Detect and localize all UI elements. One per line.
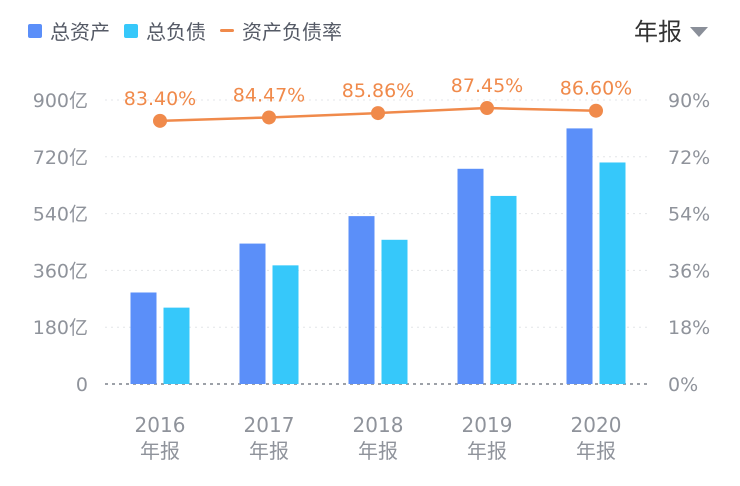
x-tick-label-year: 2016: [135, 413, 186, 437]
legend-label-total-assets: 总资产: [50, 20, 110, 44]
debt-ratio-point: [589, 103, 603, 118]
period-selector-label: 年报: [634, 18, 682, 46]
debt-ratio-data-label: 83.40%: [124, 88, 196, 110]
legend-label-debt-ratio: 资产负债率: [242, 20, 342, 44]
bar-total-liabilities: [490, 195, 517, 384]
total-assets-swatch: [28, 23, 42, 38]
x-tick-label-suffix: 年报: [467, 439, 507, 463]
y-right-tick-label: 72%: [668, 147, 710, 169]
bar-total-liabilities: [163, 307, 190, 384]
debt-ratio-data-label: 87.45%: [451, 75, 523, 97]
bar-total-liabilities: [272, 265, 299, 384]
y-left-tick-label: 180亿: [33, 317, 88, 339]
y-right-tick-label: 0%: [668, 374, 698, 396]
legend: 总资产 总负债 资产负债率: [28, 16, 342, 45]
y-right-tick-label: 36%: [668, 260, 710, 282]
debt-ratio-data-label: 86.60%: [560, 78, 632, 100]
y-left-tick-label: 540亿: [33, 204, 88, 226]
x-tick-label-suffix: 年报: [140, 439, 180, 463]
y-right-tick-label: 54%: [668, 204, 710, 226]
debt-ratio-point: [262, 110, 276, 125]
x-tick-label-year: 2017: [244, 413, 295, 437]
chevron-down-icon: [690, 26, 708, 37]
debt-ratio-point: [371, 106, 385, 121]
x-tick-label-suffix: 年报: [358, 439, 398, 463]
debt-ratio-point: [480, 101, 494, 116]
y-left-tick-label: 360亿: [33, 260, 88, 282]
x-tick-label-year: 2018: [353, 413, 404, 437]
y-left-tick-label: 0: [76, 374, 88, 396]
bar-total-liabilities: [599, 162, 626, 384]
x-tick-label-year: 2020: [571, 413, 622, 437]
period-selector[interactable]: 年报: [634, 12, 708, 47]
bar-total-assets: [457, 168, 484, 384]
legend-item-total-liabilities[interactable]: 总负债: [124, 16, 206, 45]
total-liabilities-swatch: [124, 23, 138, 38]
debt-ratio-data-label: 85.86%: [342, 80, 414, 102]
y-right-tick-label: 90%: [668, 90, 710, 112]
bar-total-assets: [130, 292, 157, 384]
legend-item-total-assets[interactable]: 总资产: [28, 16, 110, 45]
y-left-tick-label: 900亿: [33, 90, 88, 112]
y-right-tick-label: 18%: [668, 317, 710, 339]
x-tick-label-suffix: 年报: [249, 439, 289, 463]
debt-ratio-swatch: [220, 29, 234, 32]
y-left-tick-label: 720亿: [33, 147, 88, 169]
bar-total-assets: [348, 216, 375, 384]
legend-item-debt-ratio[interactable]: 资产负债率: [220, 16, 342, 45]
bar-total-assets: [239, 243, 266, 384]
debt-ratio-point: [153, 113, 167, 128]
x-tick-label-suffix: 年报: [576, 439, 616, 463]
bar-total-liabilities: [381, 239, 408, 384]
bar-total-assets: [566, 128, 593, 384]
x-tick-label-year: 2019: [462, 413, 513, 437]
debt-ratio-data-label: 84.47%: [233, 84, 305, 106]
legend-label-total-liabilities: 总负债: [146, 20, 206, 44]
